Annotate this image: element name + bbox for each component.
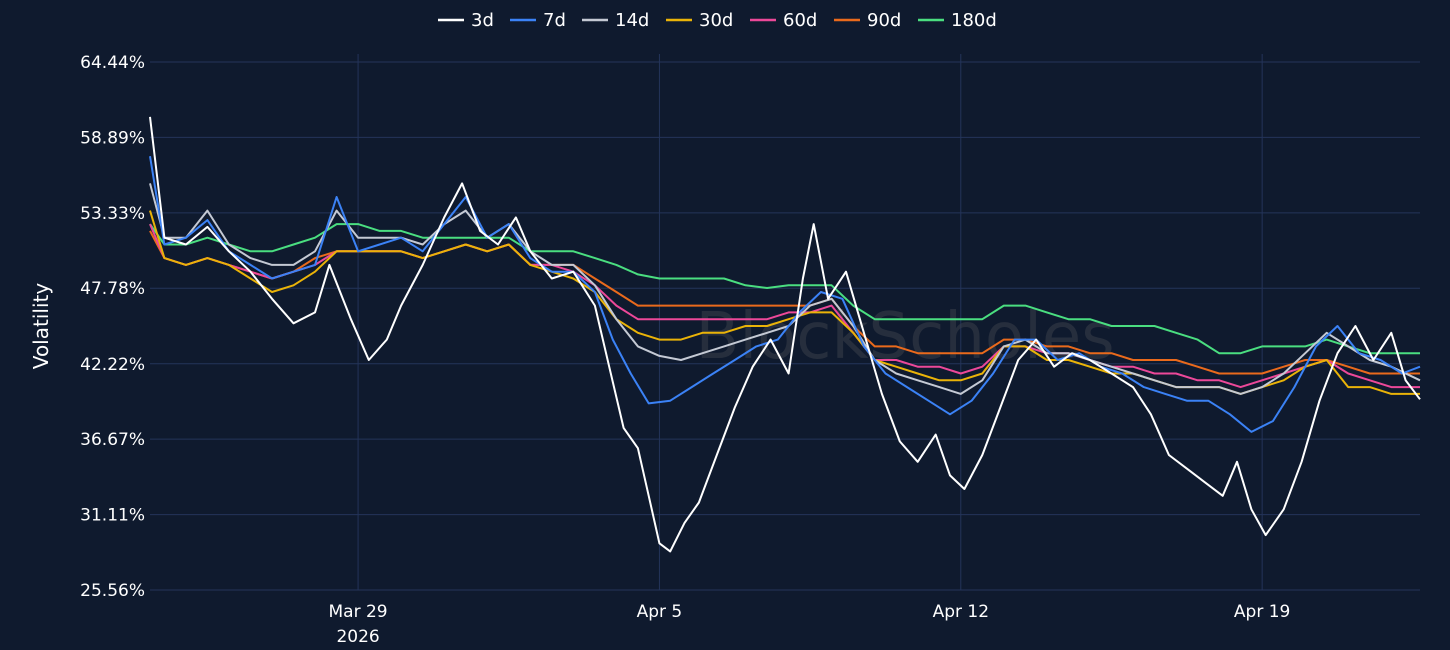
legend-label: 90d: [867, 10, 901, 31]
grid: [150, 54, 1420, 591]
y-tick-label: 25.56%: [80, 581, 145, 601]
y-tick-label: 36.67%: [80, 430, 145, 450]
x-tick-label: Apr 5: [637, 602, 683, 622]
series-line-3d: [149, 116, 1421, 553]
legend-item-7d[interactable]: 7d: [510, 10, 566, 31]
legend-item-90d[interactable]: 90d: [834, 10, 901, 31]
legend-item-180d[interactable]: 180d: [918, 10, 997, 31]
y-axis-title: Volatility: [29, 283, 53, 370]
y-tick-label: 31.11%: [80, 506, 145, 526]
series-layer: [149, 116, 1421, 553]
series-line-180d: [149, 223, 1420, 355]
x-axis-ticks: Mar 29 2026 Apr 5 Apr 12 Apr 19: [329, 602, 1291, 647]
legend: 3d 7d 14d 30d 60d 90d 180d: [438, 10, 997, 31]
x-tick-label: Mar 29: [329, 602, 388, 622]
y-tick-label: 64.44%: [80, 53, 145, 73]
x-tick-sublabel: 2026: [336, 627, 379, 647]
legend-item-14d[interactable]: 14d: [582, 10, 649, 31]
legend-item-3d[interactable]: 3d: [438, 10, 494, 31]
legend-label: 180d: [951, 10, 997, 31]
legend-item-60d[interactable]: 60d: [750, 10, 817, 31]
x-tick-label: Apr 12: [933, 602, 989, 622]
legend-label: 3d: [471, 10, 494, 31]
y-tick-label: 47.78%: [80, 279, 145, 299]
y-axis-ticks: 25.56% 31.11% 36.67% 42.22% 47.78% 53.33% 58.8…: [80, 53, 145, 601]
legend-label: 30d: [699, 10, 733, 31]
legend-label: 60d: [783, 10, 817, 31]
legend-label: 14d: [615, 10, 649, 31]
y-tick-label: 58.89%: [80, 128, 145, 148]
series-line-7d: [149, 156, 1421, 433]
legend-label: 7d: [543, 10, 566, 31]
y-tick-label: 42.22%: [80, 355, 145, 375]
x-tick-label: Apr 19: [1234, 602, 1290, 622]
legend-item-30d[interactable]: 30d: [666, 10, 733, 31]
y-tick-label: 53.33%: [80, 204, 145, 224]
series-line-14d: [149, 183, 1421, 395]
